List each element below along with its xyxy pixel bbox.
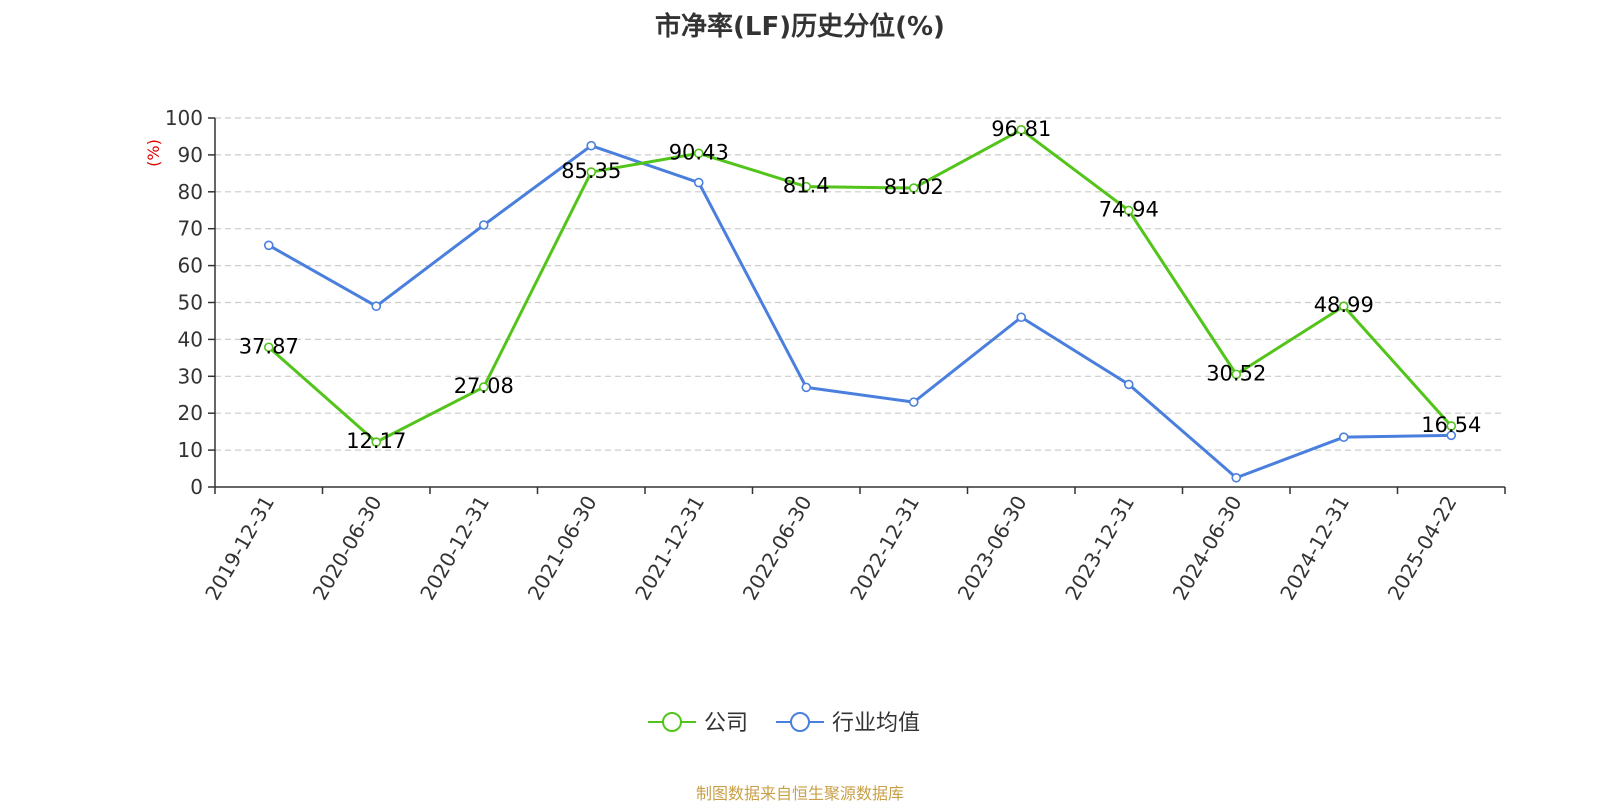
data-point[interactable] [1016,124,1027,135]
series-line [268,144,1452,480]
data-point[interactable] [693,148,704,159]
y-tick-label: 10 [178,438,203,462]
data-point[interactable] [908,397,919,407]
chart-title: 市净率(LF)历史分位(%) [655,12,945,42]
data-label: 74.94 [1099,197,1159,221]
x-tick-label: 2020-12-31 [415,492,494,605]
x-tick-label: 2023-12-31 [1060,492,1139,605]
data-point[interactable] [1446,430,1457,441]
x-tick-label: 2022-06-30 [738,492,817,605]
data-point[interactable] [1338,432,1349,442]
data-point[interactable] [1123,205,1134,216]
legend-circle-icon [662,712,682,732]
data-label: 81.4 [783,174,830,198]
x-tick-label: 2019-12-31 [200,492,279,605]
y-tick-label: 40 [178,327,203,351]
y-tick-label: 90 [178,143,203,167]
data-point[interactable] [1446,421,1457,431]
x-tick-label: 2021-12-31 [630,492,709,605]
data-point[interactable] [586,140,597,151]
x-tick-label: 2023-06-30 [953,492,1032,605]
data-point[interactable] [693,177,704,188]
data-point[interactable] [263,240,274,251]
data-label: 48.99 [1314,293,1374,317]
x-tick-label: 2021-06-30 [523,492,602,605]
x-tick-label: 2024-12-31 [1275,492,1354,605]
y-tick-label: 60 [178,254,203,278]
data-point[interactable] [263,342,274,353]
y-tick-label: 20 [178,401,203,425]
data-point[interactable] [801,382,812,393]
data-label: 16.54 [1421,413,1481,437]
y-axis-label: (%) [144,139,163,167]
y-tick-label: 0 [190,475,203,499]
data-point[interactable] [1123,379,1134,390]
data-point[interactable] [478,382,489,392]
data-point[interactable] [1338,301,1349,312]
data-label: 30.52 [1206,361,1266,385]
legend-item-label[interactable]: 行业均值 [832,711,920,736]
data-label: 12.17 [346,429,406,453]
y-tick-label: 30 [178,364,203,388]
data-label: 27.08 [454,374,514,398]
y-tick-label: 50 [178,291,203,315]
x-tick-label: 2020-06-30 [308,492,387,605]
data-point[interactable] [586,167,597,177]
data-point[interactable] [1231,369,1242,380]
data-label: 37.87 [239,334,299,358]
data-point[interactable] [1016,312,1027,323]
legend[interactable]: 公司 行业均值 [648,711,920,736]
x-tick-label: 2024-06-30 [1168,492,1247,605]
grid-lines [215,117,1505,451]
y-tick-label: 80 [178,180,203,204]
y-tick-label: 100 [165,106,203,130]
data-label: 81.02 [884,175,944,199]
data-label: 90.43 [669,140,729,164]
legend-circle-icon [790,712,810,732]
data-label: 96.81 [991,117,1051,141]
data-labels: 37.87 12.17 27.08 85.35 90.43 81.4 81.02 96.81 7… [239,117,1482,453]
x-tick-label: 2022-12-31 [845,492,924,605]
data-point[interactable] [478,220,489,230]
legend-item-label[interactable]: 公司 [704,711,748,736]
data-point[interactable] [371,301,382,311]
x-tick-label: 2025-04-22 [1383,492,1462,605]
series-lines [263,124,1457,483]
source-note: 制图数据来自恒生聚源数据库 [695,784,904,803]
series-line [267,128,1453,444]
data-point[interactable] [1231,472,1242,483]
data-point[interactable] [801,181,812,192]
data-point[interactable] [371,437,382,447]
y-tick-label: 70 [178,217,203,241]
data-label: 85.35 [561,159,621,183]
data-point[interactable] [908,183,919,193]
